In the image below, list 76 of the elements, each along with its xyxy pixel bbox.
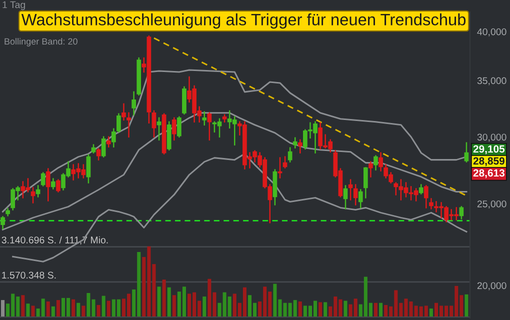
candlestick [176,116,182,138]
y-tick-label: 20,000 [477,282,506,290]
candlestick [368,161,373,178]
candlestick [207,112,212,140]
candlestick [292,137,298,148]
bar [82,306,86,317]
bar [172,295,176,317]
text: 28,859 [473,157,504,166]
bar [429,308,433,317]
candlestick [156,117,162,140]
y-tick-label: 30,000 [477,134,506,142]
bar [162,280,166,317]
candlestick [166,121,172,150]
bar [374,302,378,317]
candlestick [172,117,176,140]
bar [167,287,171,317]
bar [72,299,76,317]
candlestick [40,172,46,186]
candlestick [132,91,136,116]
candlestick [46,168,50,202]
candlestick [50,178,56,190]
bar [324,302,328,317]
candlestick [202,111,207,126]
candlestick [0,216,5,230]
candlestick [288,147,292,162]
chart-title: Wachstumsbeschleunigung als Trigger für neuen Trendschub [21,13,466,29]
candlestick [86,154,91,184]
candlestick [429,198,434,210]
candlestick [298,139,302,154]
bar [202,296,206,317]
y-tick-label: 35,000 [477,77,506,86]
candlestick [116,113,121,132]
text: 1 Tag [2,1,25,10]
bar [56,300,60,317]
bar [106,300,110,317]
candlestick [101,136,106,158]
candlestick [122,103,126,121]
candlestick [152,110,156,138]
bar [318,302,322,317]
candlestick [363,167,368,198]
bar [26,304,30,317]
candlestick [126,112,131,138]
bar [1,300,5,317]
y-tick-label: 25,000 [477,200,506,209]
candlestick [56,179,60,192]
bar [157,286,161,317]
y-tick-label: 40,000 [477,28,506,36]
bar [76,302,80,317]
candlestick [459,206,464,220]
candlestick [182,86,186,115]
bar [379,302,383,317]
bar [102,296,106,317]
line-series [2,69,468,212]
candlestick [111,128,116,148]
bar [344,300,348,317]
bar [298,301,302,317]
candlestick [424,185,428,208]
bar [51,306,55,317]
bar [21,295,25,317]
bar [46,301,50,317]
bar [464,294,468,317]
bar [31,306,35,317]
text: 28,613 [473,169,504,178]
line-series [2,112,468,230]
candlestick [353,184,358,206]
candlestick [358,189,363,208]
candlestick [106,136,111,148]
text: 29,105 [473,145,505,154]
candlestick [464,142,469,162]
candlestick [378,152,383,172]
candlestick [343,185,348,210]
bar [96,305,100,317]
ref-line-label: 1.570.348 S. [2,272,56,279]
candlestick [96,148,101,160]
candlestick [374,155,378,170]
annotation: Bollinger Band: 20 [4,38,78,46]
